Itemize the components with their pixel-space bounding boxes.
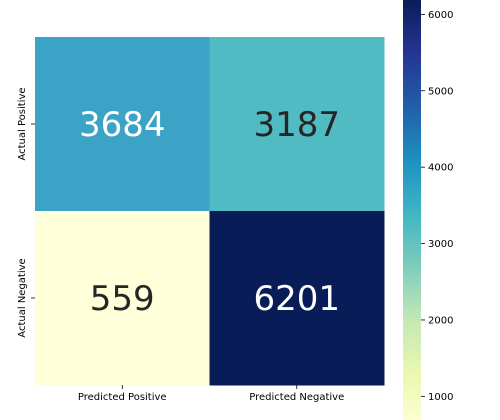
cell-annotation-r0-c0: 3684 <box>79 105 166 145</box>
heatmap-cell-r0-c0 <box>35 37 210 212</box>
colorbar-tick-label: 1000 <box>428 392 453 403</box>
colorbar: 1000 2000 3000 4000 5000 6000 <box>403 0 453 420</box>
cell-annotation-r0-c1: 3187 <box>253 105 340 145</box>
x-tick-label: Predicted Positive <box>78 392 167 403</box>
y-axis: Actual Positive Actual Negative <box>17 87 35 338</box>
colorbar-tick-label: 3000 <box>428 239 453 250</box>
x-axis: Predicted Positive Predicted Negative <box>78 385 344 403</box>
heatmap-cell-r1-c0 <box>35 211 210 386</box>
y-tick-label: Actual Positive <box>17 87 28 160</box>
heatmap-cells <box>35 37 385 386</box>
colorbar-tick-label: 2000 <box>428 315 453 326</box>
heatmap-cell-r0-c1 <box>209 37 385 212</box>
cell-annotation-r1-c0: 559 <box>90 279 155 319</box>
colorbar-tick-label: 6000 <box>428 10 453 21</box>
colorbar-gradient <box>403 0 421 420</box>
y-tick-label: Actual Negative <box>17 258 28 337</box>
cell-annotations: 3684 3187 559 6201 <box>79 105 340 319</box>
cell-annotation-r1-c1: 6201 <box>253 279 340 319</box>
x-tick-label: Predicted Negative <box>249 392 344 403</box>
colorbar-tick-label: 4000 <box>428 163 453 174</box>
colorbar-tick-label: 5000 <box>428 86 453 97</box>
heatmap-cell-r1-c1 <box>209 211 385 386</box>
